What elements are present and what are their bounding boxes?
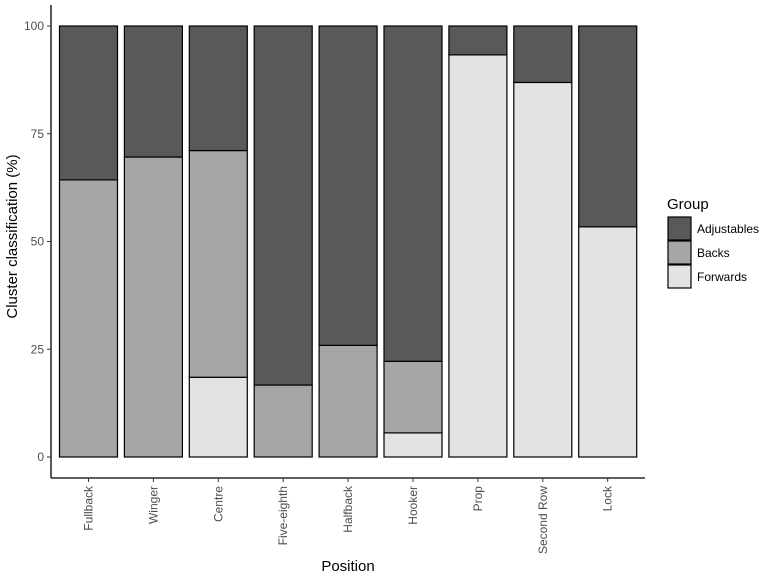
bar-fullback-adjustables bbox=[58, 25, 119, 181]
bar-second-row-adjustables bbox=[513, 25, 573, 84]
bar-five-eighth-backs bbox=[253, 384, 313, 458]
x-tick-label-lock: Lock bbox=[601, 485, 615, 511]
legend-key-adjustables bbox=[667, 216, 692, 241]
bar-prop-forwards bbox=[448, 54, 508, 458]
legend: Group Adjustables Backs Forwards bbox=[667, 196, 759, 289]
bar-second-row-forwards bbox=[513, 81, 573, 458]
x-tick-label-fullback: Fullback bbox=[82, 485, 96, 531]
legend-title: Group bbox=[667, 196, 709, 213]
legend-key-backs bbox=[667, 240, 692, 265]
x-tick-label-five-eighth: Five-eighth bbox=[276, 486, 290, 545]
bar-lock-adjustables bbox=[578, 25, 638, 228]
bar-winger-adjustables bbox=[123, 25, 184, 158]
bar-lock-forwards bbox=[578, 226, 638, 458]
y-tick-label: 100 bbox=[24, 19, 44, 33]
bar-winger-backs bbox=[123, 156, 184, 458]
bar-centre-backs bbox=[188, 149, 248, 378]
y-axis-title: Cluster classification (%) bbox=[4, 154, 21, 318]
legend-key-forwards bbox=[667, 264, 692, 289]
x-tick-label-hooker: Hooker bbox=[406, 486, 420, 525]
legend-label-forwards: Forwards bbox=[697, 270, 747, 284]
plot-area bbox=[58, 25, 638, 458]
y-tick-label: 0 bbox=[37, 450, 44, 464]
x-axis-title: Position bbox=[321, 558, 374, 575]
x-tick-label-halfback: Halfback bbox=[341, 485, 355, 533]
bar-halfback-backs bbox=[318, 344, 378, 458]
x-tick-label-second-row: Second Row bbox=[536, 486, 550, 554]
bar-prop-adjustables bbox=[448, 25, 508, 56]
bar-hooker-adjustables bbox=[383, 25, 443, 362]
bar-five-eighth-adjustables bbox=[253, 25, 313, 386]
bar-hooker-backs bbox=[383, 360, 443, 434]
bar-hooker-forwards bbox=[383, 432, 443, 458]
x-tick-label-centre: Centre bbox=[211, 486, 225, 522]
legend-label-backs: Backs bbox=[697, 246, 730, 260]
bar-centre-adjustables bbox=[188, 25, 248, 152]
bar-centre-forwards bbox=[188, 376, 248, 458]
y-tick-label: 50 bbox=[31, 235, 45, 249]
y-tick-label: 25 bbox=[31, 342, 45, 356]
x-tick-label-prop: Prop bbox=[471, 486, 485, 512]
legend-label-adjustables: Adjustables bbox=[697, 222, 759, 236]
x-axis: Fullback Winger Centre Five-eighth Halfback H… bbox=[51, 477, 645, 554]
bar-fullback-backs bbox=[58, 179, 119, 458]
y-tick-label: 75 bbox=[31, 127, 45, 141]
bar-halfback-adjustables bbox=[318, 25, 378, 346]
y-axis: 0 25 50 75 100 bbox=[24, 5, 52, 478]
x-tick-label-winger: Winger bbox=[146, 486, 160, 524]
